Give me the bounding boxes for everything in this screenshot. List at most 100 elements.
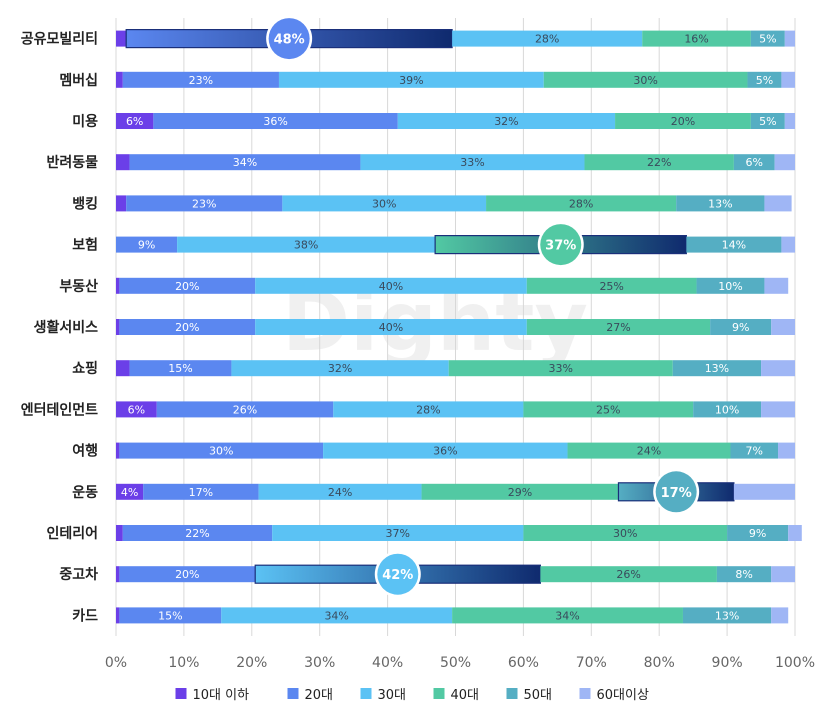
- bar-segment: [126, 195, 283, 212]
- bar-segment: [116, 319, 120, 335]
- bar-segment: [421, 483, 619, 500]
- bar-segment: [710, 319, 772, 335]
- data-label: 30%: [633, 74, 657, 87]
- highlight-bubble: [655, 471, 697, 513]
- category-label: 멤버십: [59, 72, 98, 89]
- bar-segment: [278, 71, 544, 88]
- bar-segment: [747, 71, 782, 88]
- bar-segment: [231, 360, 449, 377]
- data-label: 26%: [233, 403, 257, 416]
- bar-segment: [119, 319, 256, 335]
- data-label: 17%: [189, 486, 213, 499]
- highlight-bubble-label: 17%: [661, 486, 692, 501]
- data-label: 25%: [596, 403, 620, 416]
- category-label: 운동: [72, 485, 98, 501]
- data-label: 36%: [433, 445, 457, 458]
- bar-segment: [255, 277, 527, 294]
- highlight-bubble: [540, 224, 582, 266]
- bar-segment: [116, 525, 123, 541]
- data-label: 10%: [715, 403, 739, 416]
- bar-segment: [323, 442, 568, 459]
- category-label: 반려동물: [46, 154, 98, 171]
- x-tick-label: 90%: [712, 655, 743, 671]
- legend-swatch: [175, 688, 187, 699]
- legend-label: 60대이상: [597, 688, 649, 703]
- data-label: 40%: [379, 321, 403, 334]
- bar-segment: [672, 360, 762, 377]
- bar-segment: [716, 566, 772, 583]
- data-label: 28%: [569, 197, 593, 210]
- legend-swatch: [287, 688, 299, 699]
- data-label: 36%: [263, 115, 287, 128]
- data-label: 13%: [708, 197, 732, 210]
- category-label: 부동산: [59, 278, 98, 295]
- bar-segment: [727, 525, 789, 541]
- bar-segment: [774, 154, 795, 171]
- bar-segment: [452, 607, 683, 624]
- legend-label: 40대: [451, 688, 480, 703]
- bar-segment: [526, 319, 711, 335]
- bar-segment: [119, 277, 256, 294]
- data-label: 27%: [606, 321, 630, 334]
- data-label: 9%: [138, 239, 155, 252]
- highlight-bubble: [377, 553, 419, 595]
- data-label: 15%: [168, 362, 192, 375]
- data-label: 24%: [637, 445, 661, 458]
- data-label: 28%: [535, 33, 559, 46]
- category-label: 인테리어: [46, 525, 98, 542]
- bar-segment: [116, 607, 120, 624]
- data-label: 22%: [185, 527, 209, 540]
- data-label: 20%: [175, 568, 199, 581]
- bar-segment: [584, 154, 734, 171]
- bar-segment: [615, 113, 751, 129]
- data-label: 5%: [759, 33, 776, 46]
- data-label: 13%: [715, 609, 739, 622]
- bar-segment: [784, 30, 795, 47]
- bar-segment: [448, 360, 673, 377]
- category-label: 여행: [72, 443, 98, 460]
- bar-segment: [272, 525, 524, 541]
- legend-swatch: [579, 688, 591, 699]
- bar-segment: [129, 154, 361, 171]
- bar-segment: [543, 71, 748, 88]
- data-label: 20%: [175, 280, 199, 293]
- legend-swatch: [433, 688, 445, 699]
- bar-segment: [360, 154, 585, 171]
- data-label: 30%: [372, 197, 396, 210]
- data-label: 39%: [399, 74, 423, 87]
- bar-segment: [116, 277, 120, 294]
- data-label: 26%: [616, 568, 640, 581]
- data-label: 10%: [718, 280, 742, 293]
- bar-segment: [523, 525, 728, 541]
- x-tick-label: 100%: [775, 655, 815, 671]
- legend-label: 20대: [305, 688, 334, 703]
- bar-segment: [258, 483, 422, 500]
- bar-segment: [116, 360, 130, 377]
- bar-segment: [486, 195, 677, 212]
- data-label: 13%: [705, 362, 729, 375]
- bar-segment: [764, 277, 789, 294]
- data-label: 23%: [189, 74, 213, 87]
- data-label: 34%: [324, 609, 348, 622]
- legend-label: 50대: [524, 688, 553, 703]
- bar-segment: [129, 360, 232, 377]
- bar-segment: [116, 401, 157, 418]
- bar-segment: [119, 442, 324, 459]
- highlight-bubble-label: 42%: [382, 568, 413, 583]
- bar-segment: [177, 236, 436, 253]
- bar-segment: [282, 195, 487, 212]
- data-label: 23%: [192, 197, 216, 210]
- bar-segment: [730, 442, 779, 459]
- data-label: 30%: [209, 445, 233, 458]
- legend-swatch: [360, 688, 372, 699]
- data-label: 6%: [128, 403, 145, 416]
- data-label: 34%: [555, 609, 579, 622]
- x-tick-label: 20%: [236, 655, 267, 671]
- bar-segment: [784, 113, 795, 129]
- highlight-bubble-label: 37%: [545, 239, 576, 254]
- bar-segment: [397, 113, 616, 129]
- bar-segment: [682, 607, 772, 624]
- data-label: 22%: [647, 156, 671, 169]
